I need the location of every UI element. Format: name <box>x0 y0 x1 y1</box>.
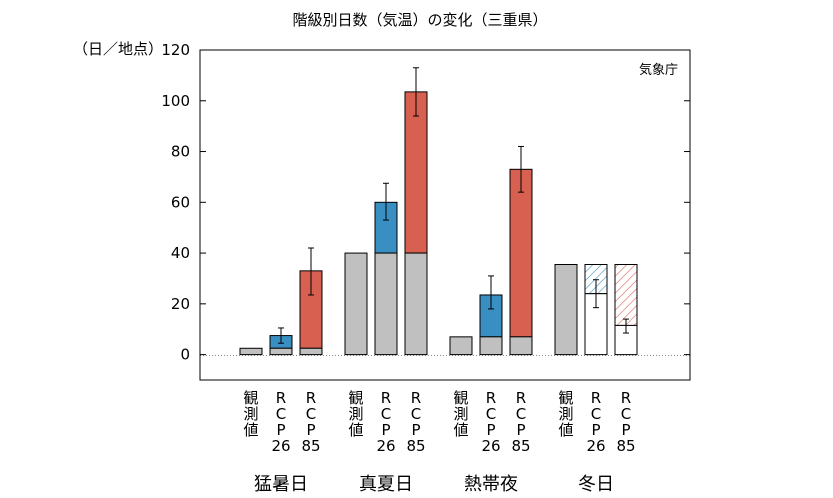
bar-label-observed: 観 <box>558 389 573 407</box>
bar-label-rcp26: P <box>486 421 495 439</box>
bar-label-rcp26: R <box>381 389 391 407</box>
bar-observed-2 <box>344 252 368 356</box>
bar-label-rcp85: C <box>411 405 421 423</box>
group-label: 冬日 <box>578 474 614 495</box>
y-tick-label: 60 <box>171 193 190 211</box>
bar-label-rcp85: 85 <box>616 437 635 455</box>
bar-label-rcp85: C <box>306 405 316 423</box>
y-tick-label: 80 <box>171 143 190 161</box>
bar-observed-3 <box>449 336 473 356</box>
bar-label-rcp85: R <box>621 389 631 407</box>
bar-label-observed: 値 <box>558 421 573 439</box>
bar-label-rcp26: R <box>486 389 496 407</box>
bar-label-rcp85: P <box>621 421 630 439</box>
group-label: 真夏日 <box>359 474 413 495</box>
group-label: 猛暑日 <box>254 474 308 495</box>
bar-label-observed: 測 <box>453 405 468 423</box>
bar-label-rcp26: C <box>591 405 601 423</box>
bar-label-rcp85: 85 <box>301 437 320 455</box>
bar-rcp85-increase-3 <box>509 168 533 338</box>
bar-label-rcp85: C <box>516 405 526 423</box>
bar-label-rcp85: R <box>306 389 316 407</box>
bar-label-rcp26: 26 <box>271 437 290 455</box>
plot-frame <box>199 49 691 381</box>
bar-label-rcp26: R <box>276 389 286 407</box>
y-tick-label: 120 <box>161 41 190 59</box>
bar-label-rcp26: P <box>381 421 390 439</box>
bar-label-rcp26: 26 <box>481 437 500 455</box>
bar-label-rcp26: C <box>486 405 496 423</box>
bar-label-rcp26: R <box>591 389 601 407</box>
bar-rcp85-decrease-4 <box>614 264 638 326</box>
bar-rcp26-base-1 <box>269 347 293 356</box>
bar-label-observed: 測 <box>243 405 258 423</box>
x-labels: 観測値RCP26RCP85猛暑日観測値RCP26RCP85真夏日観測値RCP26… <box>243 389 635 495</box>
y-tick-label: 40 <box>171 244 190 262</box>
bar-label-rcp26: 26 <box>586 437 605 455</box>
bar-observed-1 <box>239 347 263 356</box>
bar-label-rcp85: 85 <box>511 437 530 455</box>
bar-label-rcp26: P <box>276 421 285 439</box>
bar-rcp85-base-1 <box>299 347 323 356</box>
bar-label-rcp26: 26 <box>376 437 395 455</box>
bar-label-rcp85: R <box>411 389 421 407</box>
y-axis-label: （日／地点） <box>73 40 163 58</box>
bar-label-rcp85: R <box>516 389 526 407</box>
bar-label-rcp85: P <box>411 421 420 439</box>
bar-label-observed: 測 <box>558 405 573 423</box>
bar-label-observed: 測 <box>348 405 363 423</box>
bar-label-rcp85: 85 <box>406 437 425 455</box>
bar-label-rcp26: C <box>276 405 286 423</box>
bar-rcp26-base-3 <box>479 336 503 356</box>
bar-label-rcp85: P <box>306 421 315 439</box>
bar-label-observed: 観 <box>243 389 258 407</box>
chart-title: 階級別日数（気温）の変化（三重県） <box>292 11 547 29</box>
bar-label-rcp26: C <box>381 405 391 423</box>
bar-label-observed: 値 <box>348 421 363 439</box>
bar-label-rcp26: P <box>591 421 600 439</box>
bar-label-observed: 値 <box>453 421 468 439</box>
bar-label-observed: 値 <box>243 421 258 439</box>
y-tick-label: 20 <box>171 295 190 313</box>
bar-rcp85-base-3 <box>509 336 533 356</box>
y-tick-label: 100 <box>161 92 190 110</box>
bar-observed-4 <box>554 264 578 356</box>
bar-rcp26-base-2 <box>374 252 398 356</box>
bar-label-observed: 観 <box>348 389 363 407</box>
bar-label-rcp85: C <box>621 405 631 423</box>
bar-label-observed: 観 <box>453 389 468 407</box>
bars <box>239 67 638 356</box>
y-tick-label: 0 <box>180 346 190 364</box>
source-label: 気象庁 <box>639 62 678 78</box>
bar-label-rcp85: P <box>516 421 525 439</box>
group-label: 熱帯夜 <box>464 474 518 495</box>
bar-rcp85-base-2 <box>404 252 428 356</box>
